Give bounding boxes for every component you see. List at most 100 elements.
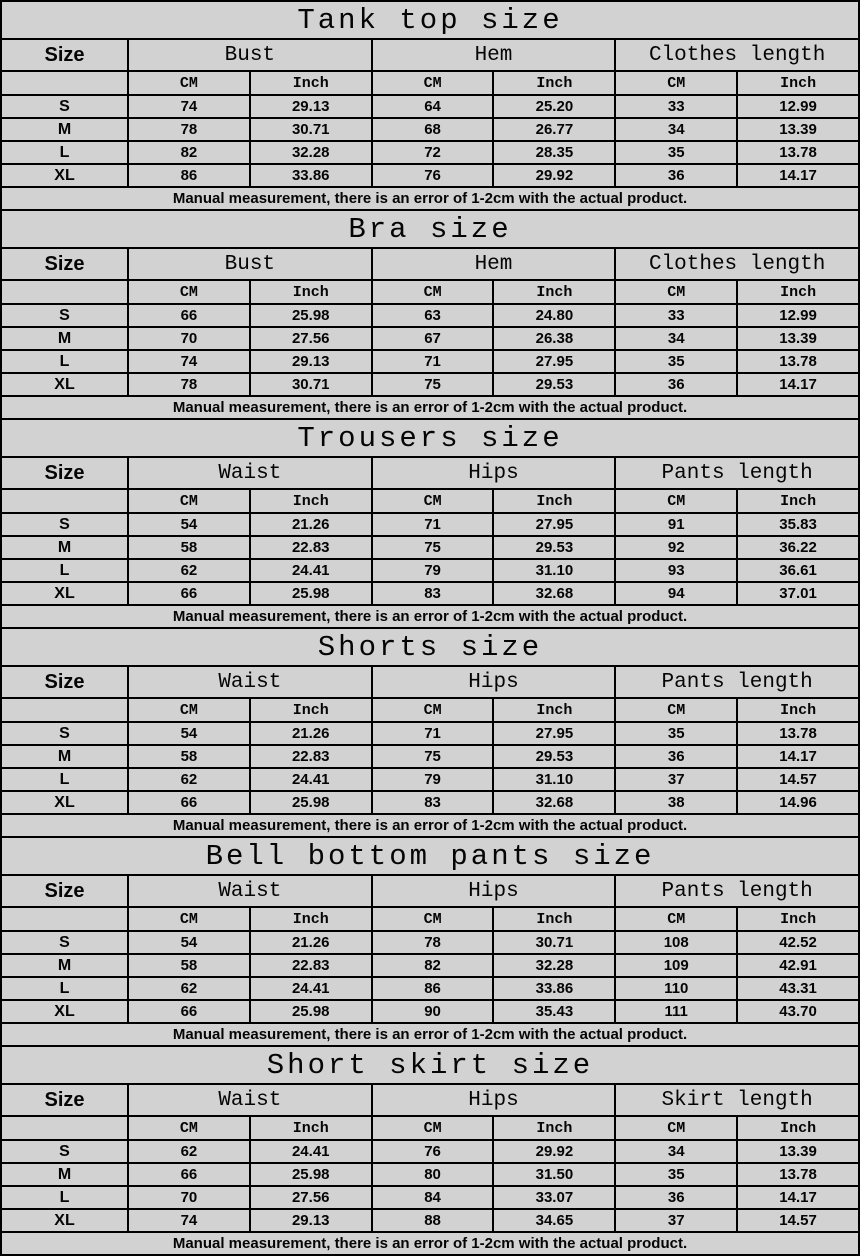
unit-header-inch: Inch bbox=[248, 1115, 373, 1141]
value-cell: 31.10 bbox=[492, 767, 617, 792]
size-table-short-skirt: Short skirt size Size Waist Hips Skirt l… bbox=[0, 1045, 860, 1256]
value-cell: 36 bbox=[614, 1185, 739, 1210]
group-header-waist: Waist bbox=[127, 1083, 373, 1117]
value-cell: 80 bbox=[370, 1162, 495, 1187]
table-row: XL 74 29.13 88 34.65 37 14.57 bbox=[0, 1208, 860, 1233]
value-cell: 32.68 bbox=[492, 581, 617, 606]
group-header-pants-length: Pants length bbox=[614, 665, 860, 699]
empty-cell bbox=[0, 488, 129, 514]
value-cell: 25.98 bbox=[248, 1162, 373, 1187]
group-header-hem: Hem bbox=[370, 38, 617, 72]
value-cell: 93 bbox=[614, 558, 739, 583]
value-cell: 37 bbox=[614, 767, 739, 792]
value-cell: 27.95 bbox=[492, 349, 617, 374]
unit-header-inch: Inch bbox=[492, 1115, 617, 1141]
unit-header-inch: Inch bbox=[248, 906, 373, 932]
unit-header-inch: Inch bbox=[248, 697, 373, 723]
group-header-clothes-length: Clothes length bbox=[614, 38, 860, 72]
value-cell: 66 bbox=[127, 999, 251, 1024]
value-cell: 54 bbox=[127, 721, 251, 746]
size-label: M bbox=[0, 117, 129, 142]
value-cell: 33 bbox=[614, 303, 739, 328]
group-header-skirt-length: Skirt length bbox=[614, 1083, 860, 1117]
value-cell: 71 bbox=[370, 512, 495, 537]
value-cell: 21.26 bbox=[248, 930, 373, 955]
table-row: L 70 27.56 84 33.07 36 14.17 bbox=[0, 1185, 860, 1210]
value-cell: 58 bbox=[127, 744, 251, 769]
value-cell: 35 bbox=[614, 1162, 739, 1187]
size-label: S bbox=[0, 721, 129, 746]
unit-header-inch: Inch bbox=[736, 279, 860, 305]
value-cell: 91 bbox=[614, 512, 739, 537]
table-row: S 54 21.26 71 27.95 35 13.78 bbox=[0, 721, 860, 746]
value-cell: 27.56 bbox=[248, 326, 373, 351]
table-row: M 78 30.71 68 26.77 34 13.39 bbox=[0, 117, 860, 142]
unit-header-cm: CM bbox=[127, 906, 251, 932]
value-cell: 32.68 bbox=[492, 790, 617, 815]
size-column-header: Size bbox=[0, 1083, 129, 1117]
value-cell: 22.83 bbox=[248, 953, 373, 978]
size-column-header: Size bbox=[0, 456, 129, 490]
value-cell: 35 bbox=[614, 140, 739, 165]
value-cell: 29.53 bbox=[492, 744, 617, 769]
value-cell: 75 bbox=[370, 535, 495, 560]
measurement-note: Manual measurement, there is an error of… bbox=[0, 395, 860, 420]
table-row: S 54 21.26 78 30.71 108 42.52 bbox=[0, 930, 860, 955]
unit-header-cm: CM bbox=[370, 906, 495, 932]
value-cell: 42.52 bbox=[736, 930, 860, 955]
unit-header-inch: Inch bbox=[492, 906, 617, 932]
value-cell: 34.65 bbox=[492, 1208, 617, 1233]
value-cell: 108 bbox=[614, 930, 739, 955]
value-cell: 82 bbox=[127, 140, 251, 165]
value-cell: 22.83 bbox=[248, 535, 373, 560]
value-cell: 43.70 bbox=[736, 999, 860, 1024]
size-label: XL bbox=[0, 372, 129, 397]
value-cell: 66 bbox=[127, 790, 251, 815]
value-cell: 74 bbox=[127, 94, 251, 119]
value-cell: 27.95 bbox=[492, 721, 617, 746]
value-cell: 29.92 bbox=[492, 163, 617, 188]
value-cell: 31.10 bbox=[492, 558, 617, 583]
table-row: S 54 21.26 71 27.95 91 35.83 bbox=[0, 512, 860, 537]
unit-header-cm: CM bbox=[614, 1115, 739, 1141]
value-cell: 36.22 bbox=[736, 535, 860, 560]
size-table-trousers: Trousers size Size Waist Hips Pants leng… bbox=[0, 418, 860, 629]
size-label: L bbox=[0, 976, 129, 1001]
unit-header-cm: CM bbox=[614, 906, 739, 932]
unit-header-cm: CM bbox=[614, 488, 739, 514]
value-cell: 76 bbox=[370, 1139, 495, 1164]
value-cell: 83 bbox=[370, 581, 495, 606]
table-title: Shorts size bbox=[0, 627, 860, 667]
value-cell: 88 bbox=[370, 1208, 495, 1233]
value-cell: 25.98 bbox=[248, 581, 373, 606]
value-cell: 31.50 bbox=[492, 1162, 617, 1187]
value-cell: 78 bbox=[127, 372, 251, 397]
value-cell: 58 bbox=[127, 535, 251, 560]
value-cell: 36.61 bbox=[736, 558, 860, 583]
size-label: XL bbox=[0, 1208, 129, 1233]
unit-header-inch: Inch bbox=[492, 697, 617, 723]
table-row: S 66 25.98 63 24.80 33 12.99 bbox=[0, 303, 860, 328]
unit-header-cm: CM bbox=[127, 697, 251, 723]
value-cell: 66 bbox=[127, 581, 251, 606]
value-cell: 111 bbox=[614, 999, 739, 1024]
value-cell: 78 bbox=[127, 117, 251, 142]
value-cell: 24.41 bbox=[248, 976, 373, 1001]
size-label: S bbox=[0, 94, 129, 119]
value-cell: 30.71 bbox=[248, 372, 373, 397]
value-cell: 62 bbox=[127, 976, 251, 1001]
value-cell: 63 bbox=[370, 303, 495, 328]
table-title: Bell bottom pants size bbox=[0, 836, 860, 876]
value-cell: 66 bbox=[127, 303, 251, 328]
size-table-tank-top: Tank top size Size Bust Hem Clothes leng… bbox=[0, 0, 860, 211]
table-row: L 62 24.41 79 31.10 93 36.61 bbox=[0, 558, 860, 583]
unit-header-inch: Inch bbox=[736, 488, 860, 514]
value-cell: 21.26 bbox=[248, 721, 373, 746]
value-cell: 86 bbox=[127, 163, 251, 188]
value-cell: 109 bbox=[614, 953, 739, 978]
value-cell: 14.17 bbox=[736, 744, 860, 769]
value-cell: 84 bbox=[370, 1185, 495, 1210]
group-header-hips: Hips bbox=[370, 665, 617, 699]
size-table-bell-bottom-pants: Bell bottom pants size Size Waist Hips P… bbox=[0, 836, 860, 1047]
table-row: L 82 32.28 72 28.35 35 13.78 bbox=[0, 140, 860, 165]
